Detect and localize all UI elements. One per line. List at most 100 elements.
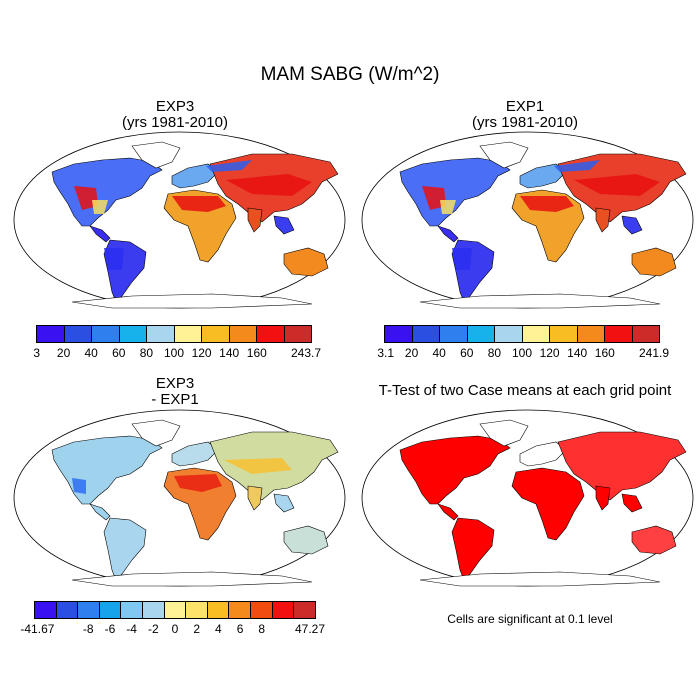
- continent-greenland: [131, 141, 181, 169]
- continent-europe: [519, 441, 567, 467]
- colorbar-tick-label: 160: [594, 346, 615, 360]
- continent-europe: [171, 441, 219, 467]
- map-diff: [13, 409, 346, 587]
- colorbar-segment: [495, 326, 523, 342]
- ttest-note: Cells are significant at 0.1 level: [447, 612, 613, 626]
- continent-antarctica: [419, 293, 661, 309]
- colorbar-segment: [229, 602, 252, 618]
- continent-antarctica: [71, 571, 313, 587]
- colorbar-segment: [202, 326, 230, 342]
- panel-title-line2: - EXP1: [151, 391, 199, 408]
- colorbar-tick-label: 100: [511, 346, 533, 360]
- colorbar-tick-label: 8: [258, 622, 266, 636]
- colorbar-tick-label: 3.1: [377, 346, 395, 360]
- colorbar-segment: [207, 602, 230, 618]
- continent-antarctica: [419, 571, 661, 587]
- colorbar-labels-exp1: 3.1 20 40 60 80 100 120 140 160 241.9: [377, 346, 669, 362]
- panel-title-line1: T-Test of two Case means at each grid po…: [378, 382, 672, 399]
- continent-southAmerica: [451, 517, 495, 581]
- colorbar-tick-label: 140: [567, 346, 588, 360]
- panel-title-line1: EXP1: [505, 98, 545, 115]
- colorbar-tick-label: -8: [82, 622, 94, 636]
- continent-australia: [283, 247, 329, 277]
- value-region: [172, 196, 226, 212]
- value-region: [72, 478, 86, 494]
- panel-title-line2: (yrs 1981-2010): [122, 114, 228, 131]
- colorbar-tick-label: 243.7: [290, 346, 322, 360]
- continent-europe: [171, 163, 219, 189]
- map-exp1: [361, 131, 694, 309]
- continent-europe: [519, 163, 567, 189]
- colorbar-tick-label: 40: [84, 346, 98, 360]
- value-region: [452, 248, 472, 270]
- value-region: [224, 458, 292, 474]
- colorbar-segment: [605, 326, 633, 342]
- colorbar-exp1: [384, 325, 660, 343]
- colorbar-segment: [78, 602, 100, 618]
- continent-greenland: [479, 419, 529, 447]
- colorbar-tick-label: 120: [539, 346, 560, 360]
- colorbar-tick-label: 241.9: [638, 346, 670, 360]
- colorbar-segment: [119, 326, 147, 342]
- colorbar-tick-label: -2: [147, 622, 159, 636]
- colorbar-tick-label: 60: [460, 346, 474, 360]
- colorbar-tick-label: 120: [191, 346, 212, 360]
- value-region: [422, 186, 446, 210]
- colorbar-tick-label: -4: [126, 622, 137, 636]
- value-region: [92, 200, 108, 214]
- colorbar-segment: [257, 326, 285, 342]
- panel-title-exp1: EXP1 (yrs 1981-2010): [425, 99, 625, 131]
- colorbar-labels-exp3: 3 20 40 60 80 100 120 140 160 243.7: [33, 346, 321, 362]
- colorbar-tick-label: 20: [404, 346, 419, 360]
- continent-northAmerica: [399, 435, 511, 505]
- panel-title-ttest: T-Test of two Case means at each grid po…: [355, 383, 695, 399]
- continent-greenland: [131, 419, 181, 447]
- colorbar-tick-label: 6: [236, 622, 244, 636]
- continent-centralAmerica: [89, 225, 111, 243]
- value-region: [554, 160, 600, 172]
- colorbar-segment: [143, 602, 165, 618]
- colorbar-segment: [294, 602, 315, 618]
- colorbar-tick-label: -6: [104, 622, 116, 636]
- colorbar-segment: [577, 326, 605, 342]
- continent-seAsia: [621, 215, 643, 235]
- continent-africa: [511, 467, 585, 541]
- colorbar-segment: [467, 326, 495, 342]
- colorbar-tick-label: 3: [33, 346, 41, 360]
- colorbar-segment: [272, 602, 295, 618]
- colorbar-tick-label: 40: [432, 346, 446, 360]
- value-region: [206, 160, 252, 172]
- colorbar-segment: [56, 602, 79, 618]
- panel-title-exp3: EXP3 (yrs 1981-2010): [75, 99, 275, 131]
- colorbar-tick-label: 100: [163, 346, 185, 360]
- colorbar-segment: [37, 326, 65, 342]
- figure-title: MAM SABG (W/m^2): [260, 64, 440, 85]
- colorbar-tick-label: 60: [112, 346, 126, 360]
- colorbar-tick-label: 4: [215, 622, 222, 636]
- continent-australia: [631, 247, 677, 277]
- continent-india: [595, 485, 611, 511]
- continent-northAmerica: [399, 157, 511, 227]
- continent-northAmerica: [51, 157, 163, 227]
- value-region: [520, 196, 574, 212]
- colorbar-tick-label: -41.67: [20, 622, 55, 636]
- colorbar-segment: [440, 326, 468, 342]
- map-ttest: [361, 409, 694, 587]
- panel-title-line1: EXP3: [155, 375, 195, 392]
- continent-centralAmerica: [437, 503, 459, 521]
- continent-centralAmerica: [89, 503, 111, 521]
- continent-southAmerica: [103, 517, 147, 581]
- continent-greenland: [479, 141, 529, 169]
- colorbar-segment: [251, 602, 273, 618]
- colorbar-segment: [550, 326, 578, 342]
- colorbar-tick-label: 20: [56, 346, 71, 360]
- map-exp3: [13, 131, 346, 309]
- continent-india: [247, 485, 263, 511]
- continent-india: [247, 207, 263, 233]
- panel-title-line1: EXP3: [155, 98, 195, 115]
- continent-australia: [283, 525, 329, 555]
- continent-asia: [557, 431, 687, 501]
- colorbar-tick-label: 80: [487, 346, 502, 360]
- continent-seAsia: [273, 493, 295, 513]
- colorbar-tick-label: 80: [139, 346, 154, 360]
